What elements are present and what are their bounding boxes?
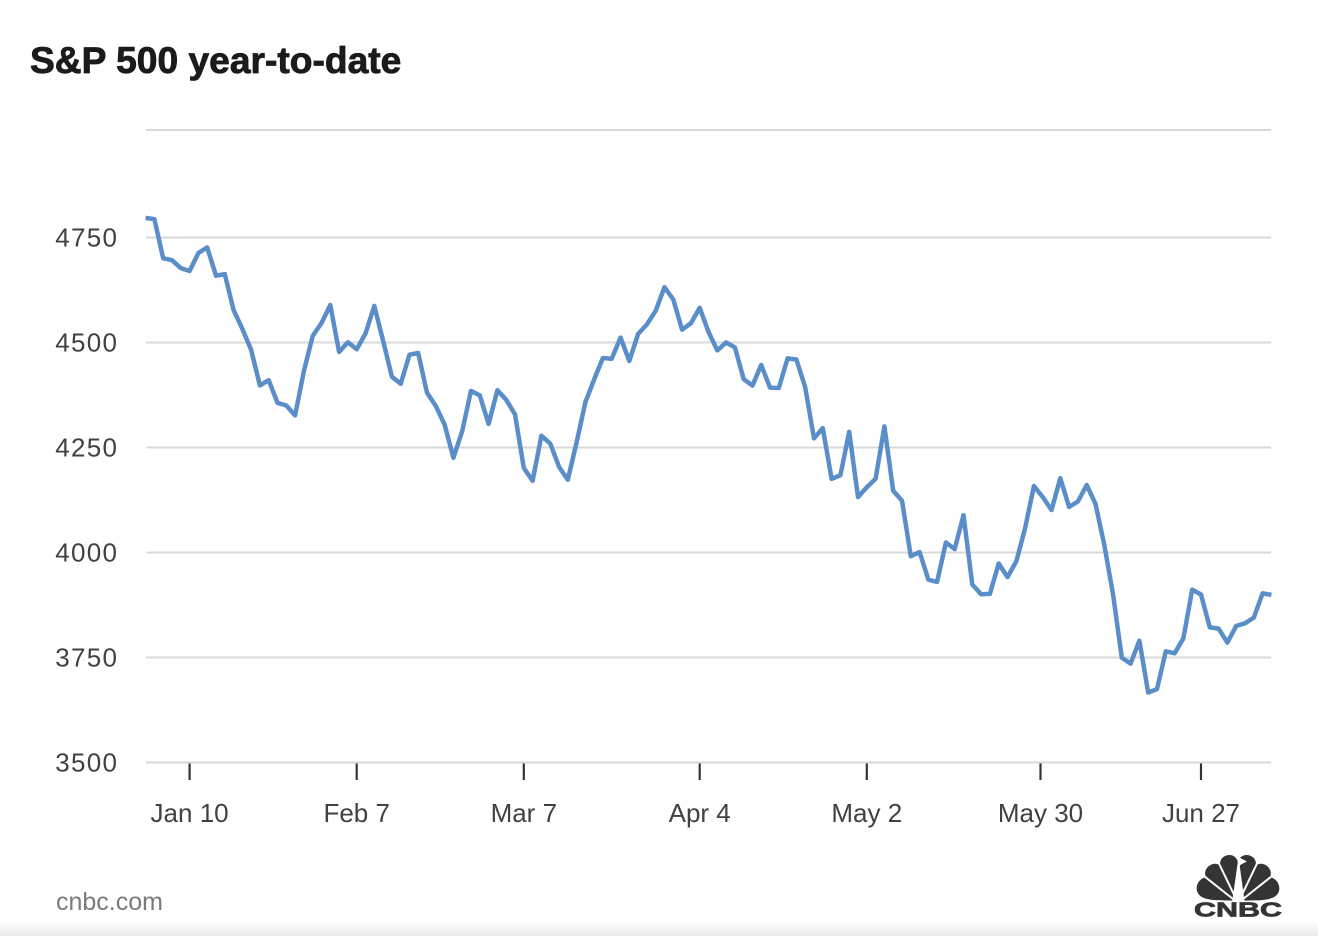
svg-text:Feb 7: Feb 7 <box>323 798 390 828</box>
svg-text:May 30: May 30 <box>998 798 1083 828</box>
svg-text:4000: 4000 <box>55 538 118 568</box>
svg-text:Mar 7: Mar 7 <box>491 798 557 828</box>
svg-text:Jan 10: Jan 10 <box>151 798 229 828</box>
svg-text:May 2: May 2 <box>831 798 902 828</box>
svg-text:Apr 4: Apr 4 <box>669 798 731 828</box>
svg-text:4500: 4500 <box>55 328 118 358</box>
svg-text:3500: 3500 <box>55 748 118 778</box>
svg-text:3750: 3750 <box>55 643 118 673</box>
svg-text:Jun 27: Jun 27 <box>1162 798 1240 828</box>
svg-text:CNBC: CNBC <box>1194 900 1282 922</box>
svg-text:4750: 4750 <box>55 223 118 253</box>
svg-text:cnbc.com: cnbc.com <box>56 888 163 916</box>
svg-text:4250: 4250 <box>55 433 118 463</box>
